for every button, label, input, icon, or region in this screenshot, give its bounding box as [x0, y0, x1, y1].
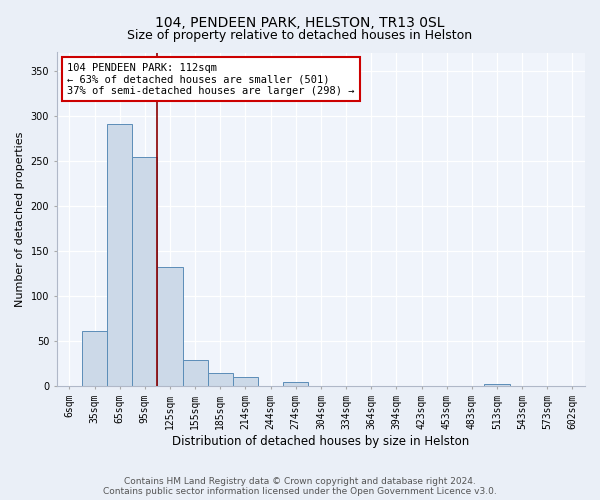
- Text: Size of property relative to detached houses in Helston: Size of property relative to detached ho…: [127, 29, 473, 42]
- Bar: [484, 384, 509, 386]
- Bar: [132, 157, 157, 386]
- Bar: [157, 267, 182, 386]
- Bar: [182, 360, 208, 386]
- Bar: [283, 382, 308, 386]
- Bar: [208, 372, 233, 386]
- X-axis label: Distribution of detached houses by size in Helston: Distribution of detached houses by size …: [172, 434, 470, 448]
- Text: 104, PENDEEN PARK, HELSTON, TR13 0SL: 104, PENDEEN PARK, HELSTON, TR13 0SL: [155, 16, 445, 30]
- Y-axis label: Number of detached properties: Number of detached properties: [15, 132, 25, 307]
- Bar: [107, 124, 132, 386]
- Bar: [233, 377, 258, 386]
- Bar: [82, 331, 107, 386]
- Text: Contains HM Land Registry data © Crown copyright and database right 2024.
Contai: Contains HM Land Registry data © Crown c…: [103, 476, 497, 496]
- Text: 104 PENDEEN PARK: 112sqm
← 63% of detached houses are smaller (501)
37% of semi-: 104 PENDEEN PARK: 112sqm ← 63% of detach…: [67, 62, 355, 96]
